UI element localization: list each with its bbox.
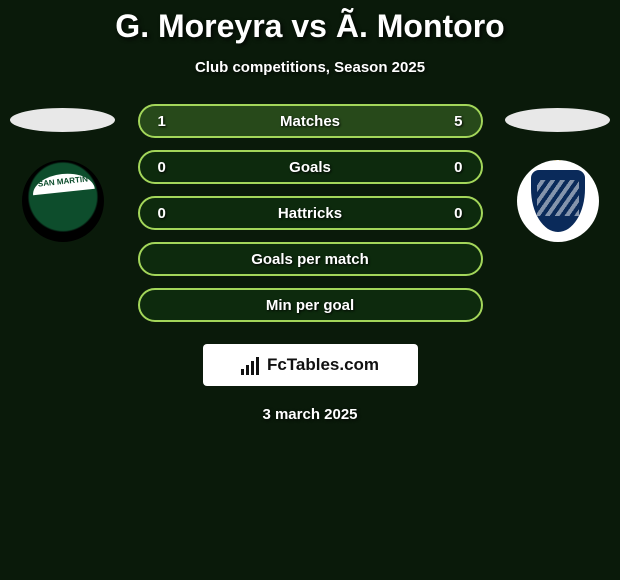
stat-label: Goals per match xyxy=(251,251,369,268)
stat-label: Min per goal xyxy=(266,297,354,314)
stat-row-goals-per-match: Goals per match xyxy=(138,242,483,276)
comparison-row: SAN MARTIN 1 Matches 5 0 Goals 0 0 Hattr… xyxy=(0,104,620,322)
stat-row-goals: 0 Goals 0 xyxy=(138,150,483,184)
right-player-avatar xyxy=(505,108,610,132)
page-subtitle: Club competitions, Season 2025 xyxy=(195,59,425,76)
stat-right-value: 0 xyxy=(432,205,462,222)
stat-label: Goals xyxy=(289,159,331,176)
stat-left-value: 0 xyxy=(158,159,188,176)
stat-label: Matches xyxy=(280,113,340,130)
left-club-ribbon: SAN MARTIN xyxy=(31,171,95,195)
stat-row-min-per-goal: Min per goal xyxy=(138,288,483,322)
stat-left-value: 0 xyxy=(158,205,188,222)
stat-right-value: 5 xyxy=(433,113,463,130)
stats-column: 1 Matches 5 0 Goals 0 0 Hattricks 0 Goal… xyxy=(138,104,483,322)
right-player-col: ★ xyxy=(503,104,613,242)
left-club-badge: SAN MARTIN xyxy=(22,160,104,242)
brand-box[interactable]: FcTables.com xyxy=(203,344,418,386)
stat-left-value: 1 xyxy=(158,113,188,130)
left-player-avatar xyxy=(10,108,115,132)
stat-right-value: 0 xyxy=(433,159,463,176)
bar-chart-icon xyxy=(241,355,261,375)
right-club-shield xyxy=(531,170,585,232)
right-club-badge: ★ xyxy=(517,160,599,242)
stat-row-matches: 1 Matches 5 xyxy=(138,104,483,138)
left-player-col: SAN MARTIN xyxy=(8,104,118,242)
date-text: 3 march 2025 xyxy=(262,406,357,423)
star-icon: ★ xyxy=(552,160,563,164)
page-title: G. Moreyra vs Ã. Montoro xyxy=(115,8,504,45)
stat-row-hattricks: 0 Hattricks 0 xyxy=(138,196,483,230)
stat-label: Hattricks xyxy=(278,205,342,222)
brand-text: FcTables.com xyxy=(267,355,379,375)
